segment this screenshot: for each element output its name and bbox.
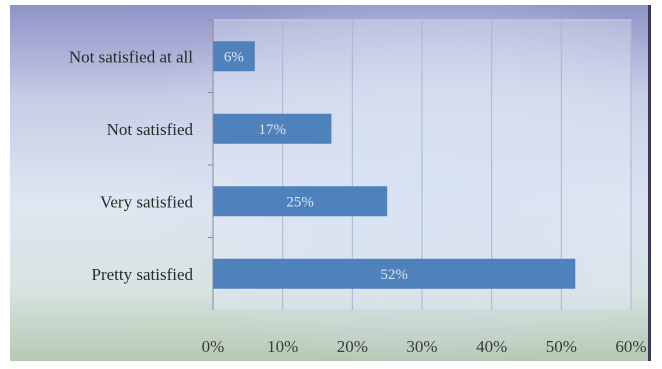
bar — [213, 186, 388, 217]
x-tick-label: 10% — [267, 337, 298, 356]
data-label: 17% — [258, 122, 286, 138]
x-tick-label: 60% — [615, 337, 646, 356]
x-tick-label: 30% — [406, 337, 437, 356]
category-label: Pretty satisfied — [91, 265, 193, 284]
data-label: 25% — [286, 194, 314, 210]
data-label: 52% — [380, 267, 408, 283]
x-tick-label: 40% — [476, 337, 507, 356]
data-label: 6% — [224, 49, 244, 65]
category-label: Not satisfied at all — [69, 47, 193, 66]
chart-frame: 6% 17% 25% 52% Not satisfied at all Not sati… — [10, 5, 651, 361]
bar — [213, 113, 332, 144]
bar — [213, 258, 576, 289]
x-tick-label: 50% — [546, 337, 577, 356]
x-tick-label: 20% — [337, 337, 368, 356]
x-tick-label: 0% — [202, 337, 225, 356]
category-labels: Not satisfied at all Not satisfied Very sa… — [69, 47, 194, 284]
bar — [213, 41, 255, 72]
category-label: Not satisfied — [107, 120, 194, 139]
data-labels: 6% 17% 25% 52% — [224, 49, 408, 283]
x-tick-labels: 0% 10% 20% 30% 40% 50% 60% — [202, 337, 647, 356]
category-label: Very satisfied — [100, 192, 194, 211]
bars — [208, 19, 576, 289]
